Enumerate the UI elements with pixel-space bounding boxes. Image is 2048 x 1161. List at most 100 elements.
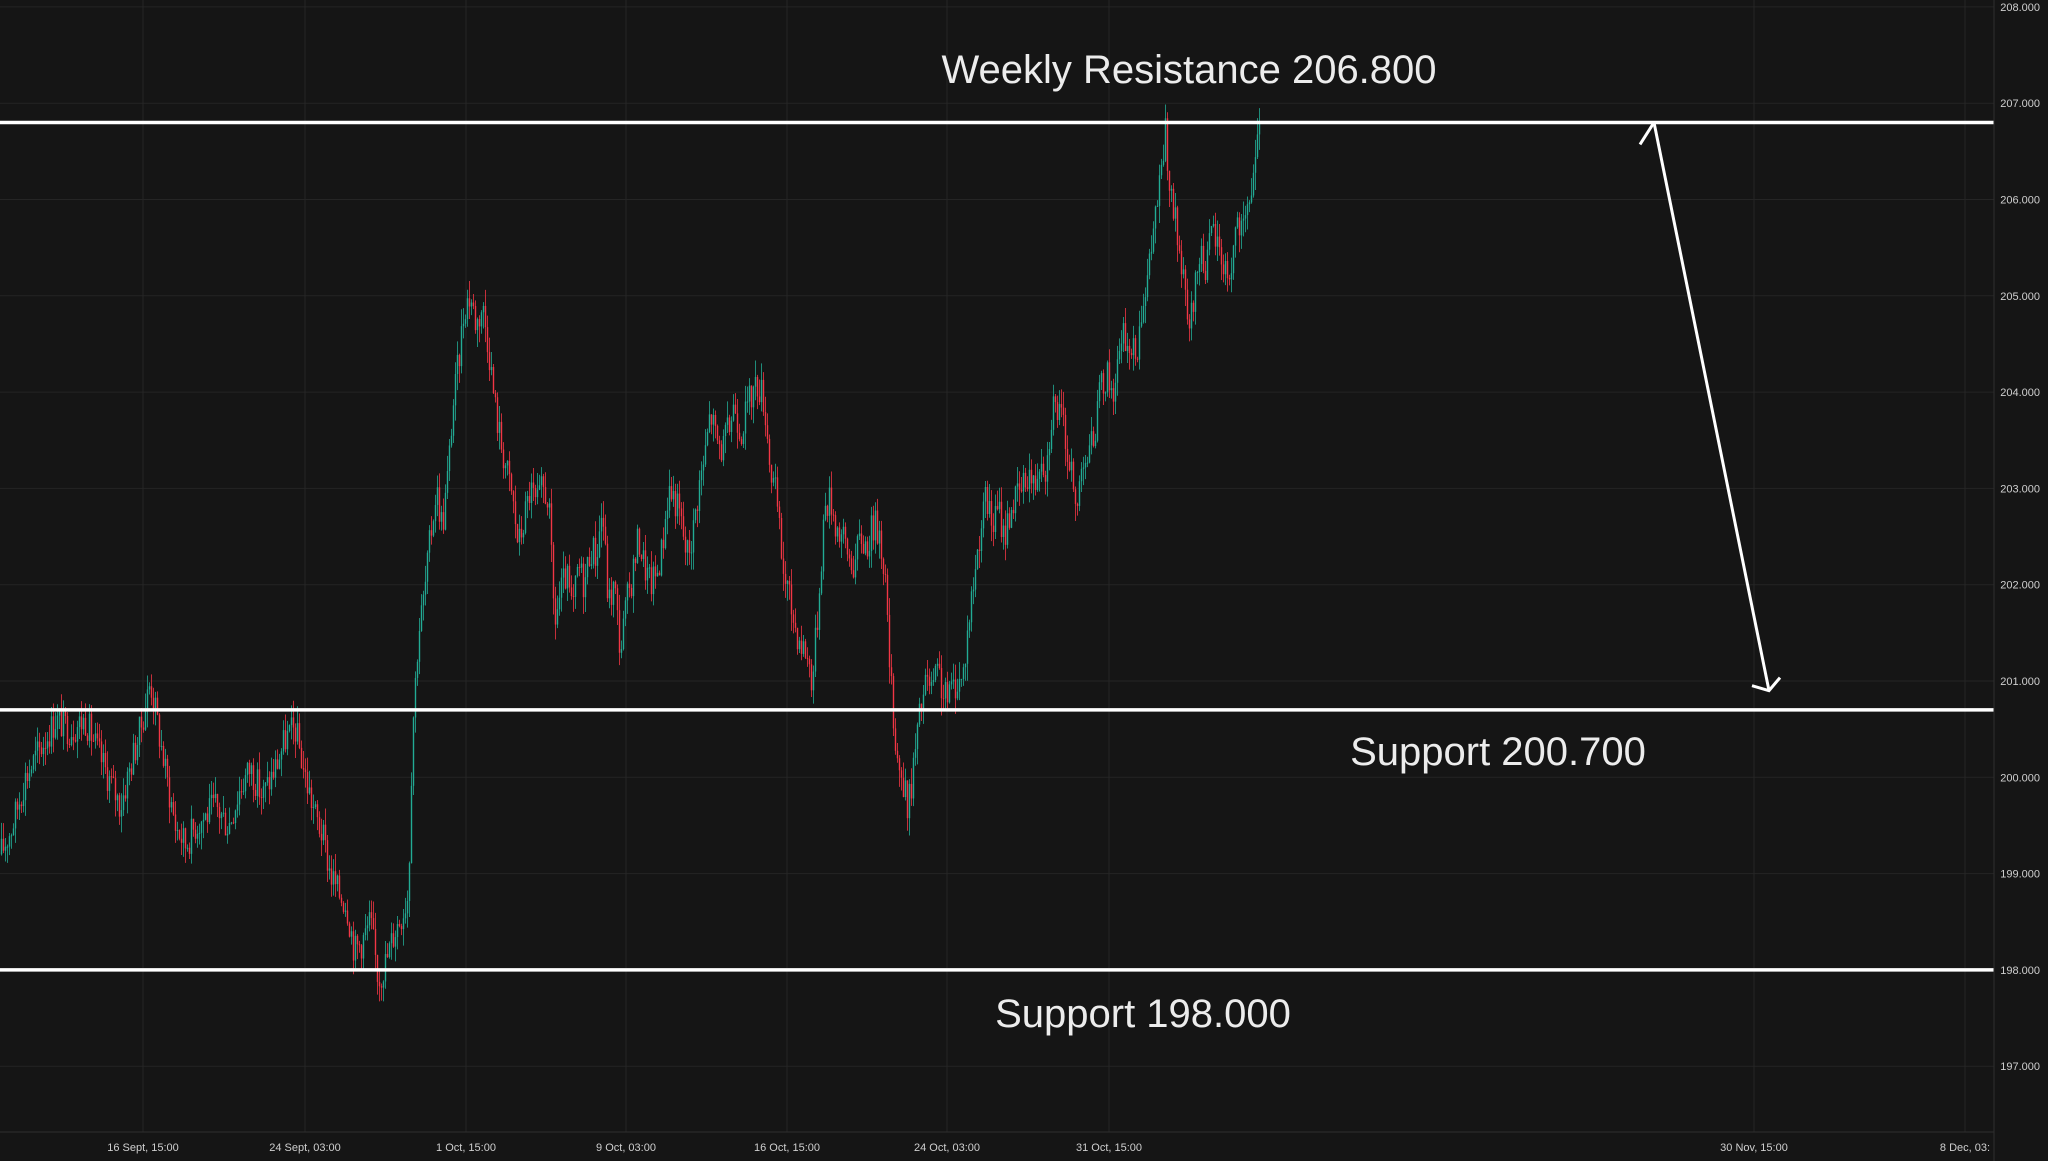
candle-body [668, 486, 671, 511]
candle-body [386, 953, 389, 958]
candle-body [748, 385, 751, 402]
candle-body [1140, 322, 1143, 327]
candle-body [1026, 487, 1029, 489]
candle-body [852, 570, 855, 578]
candle-body [876, 510, 879, 544]
candle-body [912, 757, 915, 799]
candle-body [252, 765, 255, 790]
candle-body [254, 789, 257, 796]
candle-body [250, 765, 253, 774]
candle-body [336, 875, 339, 885]
candle-body [246, 762, 249, 776]
candle-body [310, 787, 313, 808]
candle-body [464, 319, 467, 324]
candle-body [988, 501, 991, 514]
candle-body [980, 528, 983, 551]
candle-body [436, 487, 439, 505]
candle-body [756, 377, 759, 397]
candle-body [1002, 525, 1005, 538]
candle-body [40, 747, 43, 755]
candle-body [34, 750, 37, 756]
candle-body [1222, 264, 1225, 275]
candle-body [694, 509, 697, 521]
candle-body [1066, 448, 1069, 462]
candle-body [320, 833, 323, 841]
candle-body [758, 396, 761, 403]
candle-body [200, 821, 203, 833]
candle-body [502, 449, 505, 469]
candle-body [1248, 202, 1251, 205]
candle-body [518, 528, 521, 543]
candle-body [976, 549, 979, 570]
candle-body [588, 556, 591, 566]
candle-body [752, 386, 755, 408]
candle-body [718, 440, 721, 445]
candle-body [388, 943, 391, 958]
candle-body [908, 783, 911, 819]
candle-body [846, 538, 849, 555]
candle-body [1170, 188, 1173, 191]
candle-body [382, 981, 385, 988]
candle-body [468, 298, 471, 307]
candle-body [1138, 326, 1141, 360]
candle-body [836, 527, 839, 537]
candle-body [1100, 373, 1103, 383]
candle-body [26, 772, 29, 782]
candle-body [604, 526, 607, 544]
candle-body [48, 741, 51, 747]
candle-body [774, 477, 777, 479]
candle-body [368, 912, 371, 926]
candle-body [688, 540, 691, 553]
time-tick-label: 16 Oct, 15:00 [754, 1142, 820, 1154]
candle-body [802, 641, 805, 654]
candle-body [738, 432, 741, 440]
candle-body [56, 715, 59, 730]
candle-body [204, 813, 207, 820]
candle-body [92, 740, 95, 742]
candle-body [212, 794, 215, 799]
candle-body [294, 727, 297, 742]
candle-body [76, 727, 79, 742]
candle-body [110, 776, 113, 778]
candle-body [768, 438, 771, 465]
candle-body [978, 549, 981, 551]
candle-body [256, 769, 259, 796]
candle-body [326, 840, 329, 871]
candle-body [164, 758, 167, 766]
candle-body [1024, 472, 1027, 488]
candle-body [374, 928, 377, 955]
candle-body [808, 658, 811, 665]
candle-body [1032, 475, 1035, 484]
candle-body [370, 912, 373, 919]
candle-body [1182, 269, 1185, 275]
candle-body [46, 741, 49, 749]
time-tick-label: 16 Sept, 15:00 [107, 1142, 179, 1154]
candle-body [444, 492, 447, 530]
candle-body [516, 524, 519, 543]
candle-body [862, 543, 865, 554]
candle-body [628, 583, 631, 588]
candle-body [476, 319, 479, 331]
candle-body [266, 777, 269, 783]
candle-body [824, 505, 827, 520]
candle-body [434, 504, 437, 522]
candle-body [306, 772, 309, 794]
candle-body [118, 795, 121, 817]
candle-body [866, 541, 869, 557]
candle-body [134, 742, 137, 761]
candle-body [704, 445, 707, 465]
candle-body [184, 828, 187, 849]
candle-body [308, 787, 311, 794]
candle-body [1252, 172, 1255, 196]
price-tick-label: 199.000 [2000, 869, 2040, 881]
price-tick-label: 198.000 [2000, 965, 2040, 977]
candle-body [62, 708, 65, 737]
candle-body [1098, 382, 1101, 402]
candle-body [1202, 245, 1205, 271]
candle-body [1176, 207, 1179, 246]
candle-body [772, 478, 775, 483]
candle-body [916, 724, 919, 750]
candle-body [334, 871, 337, 885]
candle-body [942, 698, 945, 700]
candle-body [1198, 264, 1201, 273]
